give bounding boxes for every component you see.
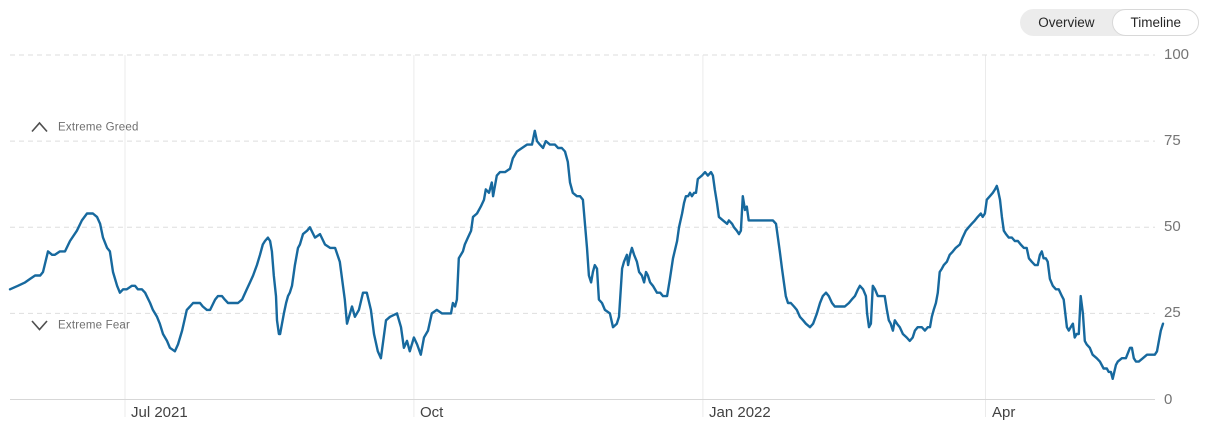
y-axis-tick-label: 50 — [1164, 218, 1181, 235]
extreme-fear-annotation: Extreme Fear — [30, 319, 130, 332]
chevron-down-icon — [31, 320, 48, 331]
view-toggle: Overview Timeline — [1020, 9, 1199, 36]
toggle-timeline-button[interactable]: Timeline — [1112, 9, 1199, 36]
x-axis-tick-label: Apr — [992, 404, 1016, 421]
extreme-greed-annotation: Extreme Greed — [30, 121, 139, 134]
y-axis-tick-label: 25 — [1164, 304, 1181, 321]
x-axis-tick-label: Jan 2022 — [709, 404, 771, 421]
y-axis-tick-label: 0 — [1164, 391, 1173, 408]
extreme-fear-label: Extreme Fear — [58, 319, 131, 331]
extreme-greed-label: Extreme Greed — [58, 121, 139, 133]
x-axis-tick-label: Jul 2021 — [131, 404, 188, 421]
y-axis-tick-label: 100 — [1164, 46, 1190, 63]
y-axis-tick-label: 75 — [1164, 132, 1181, 149]
chevron-up-icon — [31, 121, 48, 133]
index-line — [8, 129, 1165, 380]
toggle-overview-button[interactable]: Overview — [1020, 9, 1112, 36]
x-axis-tick-label: Oct — [420, 404, 444, 421]
